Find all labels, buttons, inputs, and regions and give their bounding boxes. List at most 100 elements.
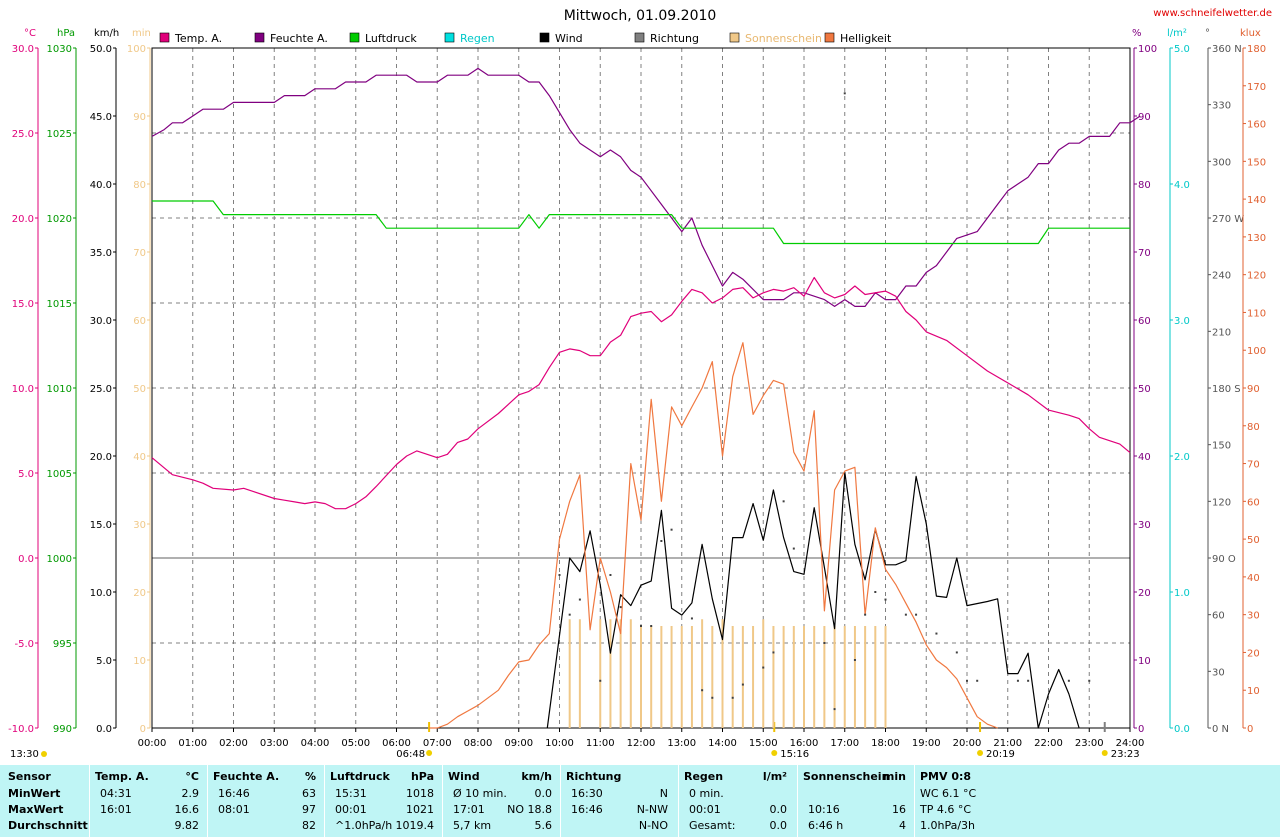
summary-separator (797, 765, 798, 837)
legend-swatch-7 (729, 32, 740, 43)
humidity-tick-label: 30 (1138, 520, 1151, 531)
pressure-tick-label: 1000 (47, 554, 72, 565)
pressure-tick-label: 995 (53, 639, 72, 650)
sunshine-axis-unit: min (132, 28, 151, 39)
brightness-tick-label: 160 (1247, 120, 1266, 131)
sunshine-tick-label: 0 (140, 724, 146, 735)
x-tick-label: 06:00 (382, 738, 411, 749)
pressure-tick-label: 1030 (47, 44, 72, 55)
sunshine-tick-label: 30 (133, 520, 146, 531)
legend-swatch-8 (824, 32, 835, 43)
brightness-tick-label: 110 (1247, 308, 1266, 319)
summary-cell-label: 16:46 (218, 787, 250, 800)
summary-cell-label: 15:31 (335, 787, 367, 800)
direction-point (843, 92, 846, 95)
direction-tick-label: 180 S (1212, 384, 1241, 395)
direction-point (792, 547, 795, 550)
direction-point (853, 659, 856, 661)
brightness-tick-label: 80 (1247, 422, 1260, 433)
pressure-tick-label: 1010 (47, 384, 72, 395)
summary-cell: MinWert (8, 787, 61, 800)
summary-table: Sensor MinWert MaxWert Durchschnitt Temp. A.… (0, 765, 1280, 837)
summary-separator (678, 765, 679, 837)
start-time-label: 13:30 (10, 749, 39, 760)
x-tick-label: 05:00 (341, 738, 370, 749)
sunshine-tick-label: 60 (133, 316, 146, 327)
wind-tick-label: 30.0 (90, 316, 112, 327)
marker-label: 06:48 (396, 749, 425, 760)
brightness-tick-label: 70 (1247, 460, 1260, 471)
direction-tick-label: 30 (1212, 667, 1225, 678)
brightness-tick-label: 90 (1247, 384, 1260, 395)
wind-tick-label: 10.0 (90, 588, 112, 599)
wind-tick-label: 5.0 (96, 656, 112, 667)
summary-cell-label: 5,7 km (453, 819, 492, 832)
brightness-tick-label: 30 (1247, 611, 1260, 622)
humidity-tick-label: 100 (1138, 44, 1157, 55)
summary-cell-value: 97 (302, 803, 316, 816)
brightness-tick-label: 20 (1247, 648, 1260, 659)
rain-tick-label: 5.0 (1174, 44, 1190, 55)
legend-label-3: Luftdruck (365, 32, 417, 45)
temp-tick-label: 30.0 (12, 44, 34, 55)
temp-tick-label: 25.0 (12, 129, 34, 140)
temp-tick-label: -10.0 (8, 724, 34, 735)
wind-axis-unit: km/h (94, 28, 119, 39)
summary-cell-label: 16:46 (571, 803, 603, 816)
summary-separator (442, 765, 443, 837)
legend-swatch-4 (444, 32, 455, 43)
summary-separator (89, 765, 90, 837)
legend-label-8: Helligkeit (840, 32, 892, 45)
brightness-tick-label: 40 (1247, 573, 1260, 584)
x-tick-label: 16:00 (790, 738, 819, 749)
summary-header: Richtung (566, 770, 622, 783)
pressure-axis-unit: hPa (57, 28, 75, 39)
direction-point (1016, 679, 1019, 682)
sunshine-tick-label: 20 (133, 588, 146, 599)
x-tick-label: 23:00 (1075, 738, 1104, 749)
direction-axis-unit: ° (1205, 28, 1210, 39)
site-link: www.schneifelwetter.de (1153, 8, 1272, 19)
direction-point (568, 613, 571, 616)
summary-cell-label: 17:01 (453, 803, 485, 816)
brightness-tick-label: 60 (1247, 497, 1260, 508)
temp-tick-label: 20.0 (12, 214, 34, 225)
x-tick-label: 00:00 (138, 738, 167, 749)
x-tick-label: 17:00 (830, 738, 859, 749)
x-tick-label: 15:00 (749, 738, 778, 749)
summary-cell-value: 0.0 (534, 787, 553, 800)
x-tick-label: 24:00 (1116, 738, 1145, 749)
pressure-tick-label: 990 (53, 724, 72, 735)
brightness-tick-label: 170 (1247, 82, 1266, 93)
brightness-axis-unit: klux (1240, 28, 1261, 39)
pressure-tick-label: 1015 (47, 299, 72, 310)
sunshine-tick-label: 40 (133, 452, 146, 463)
x-tick-label: 08:00 (464, 738, 493, 749)
direction-tick-label: 300 (1212, 157, 1231, 168)
summary-cell-value: 82 (302, 819, 316, 832)
marker-label: 15:16 (780, 749, 809, 760)
direction-point (731, 696, 734, 699)
humidity-tick-label: 50 (1138, 384, 1151, 395)
summary-cell-label: 6:46 h (808, 819, 844, 832)
direction-point (741, 683, 744, 686)
wind-tick-label: 50.0 (90, 44, 112, 55)
summary-cell-value: 16.6 (174, 803, 200, 816)
x-tick-label: 03:00 (260, 738, 289, 749)
brightness-tick-label: 0 (1247, 724, 1253, 735)
direction-point (864, 613, 867, 616)
direction-point (935, 632, 938, 635)
direction-point (955, 651, 958, 654)
summary-cell: MaxWert (8, 803, 64, 816)
summary-separator (207, 765, 208, 837)
summary-cell-label: 10:16 (808, 803, 840, 816)
direction-point (904, 613, 907, 616)
humidity-tick-label: 80 (1138, 180, 1151, 191)
sunshine-tick-label: 70 (133, 248, 146, 259)
x-tick-label: 18:00 (871, 738, 900, 749)
temp-tick-label: 10.0 (12, 384, 34, 395)
direction-point (1088, 679, 1091, 682)
summary-cell-value: N-NW (636, 803, 668, 816)
direction-tick-label: 210 (1212, 327, 1231, 338)
rain-tick-label: 4.0 (1174, 180, 1190, 191)
